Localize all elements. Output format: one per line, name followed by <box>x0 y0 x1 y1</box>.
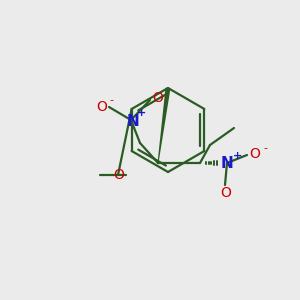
Text: O: O <box>220 186 231 200</box>
Text: -: - <box>109 95 113 105</box>
Text: O: O <box>250 147 260 161</box>
Text: N: N <box>127 113 140 128</box>
Text: -: - <box>263 143 267 153</box>
Text: +: + <box>137 108 147 118</box>
Text: +: + <box>232 151 242 161</box>
Polygon shape <box>158 88 170 163</box>
Text: O: O <box>97 100 107 114</box>
Text: N: N <box>220 157 233 172</box>
Text: O: O <box>153 91 164 105</box>
Text: O: O <box>114 168 124 182</box>
